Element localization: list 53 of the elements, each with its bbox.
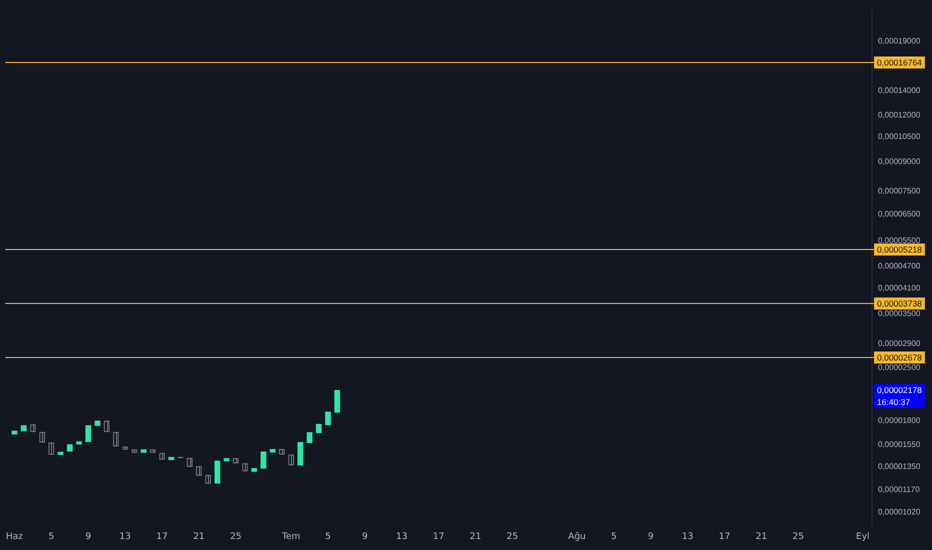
x-tick-label: 13 (119, 532, 131, 542)
x-tick-label: 25 (230, 532, 242, 542)
candlestick (260, 451, 266, 470)
x-tick-label: 5 (48, 532, 54, 542)
x-tick-label: Tem (280, 532, 300, 542)
y-tick-label: 0,00012000 (878, 110, 921, 120)
candlestick (85, 424, 92, 443)
candlestick (325, 411, 331, 426)
x-tick-label: 9 (648, 532, 654, 542)
x-tick-label: Eyl (856, 532, 870, 542)
y-tick-label: 0,00001800 (878, 416, 921, 425)
y-tick-label: 0,00004100 (878, 283, 921, 292)
y-tick-label: 0,00014000 (878, 86, 921, 95)
y-tick-label: 0,00002500 (878, 363, 921, 372)
x-tick-label: 13 (396, 532, 408, 542)
y-tick-label: 0,00001350 (878, 462, 921, 472)
x-tick-label: 5 (325, 532, 331, 542)
x-tick-label: 25 (506, 532, 518, 542)
x-tick-label: 21 (193, 532, 205, 542)
x-tick-label: 25 (792, 532, 804, 542)
text: 0,00002178 (877, 384, 922, 395)
candlestick (297, 442, 304, 466)
y-tick-label: 0,00007500 (878, 186, 921, 196)
ref-line-label: 0,00002678 (876, 352, 922, 362)
x-tick-label: 17 (718, 532, 730, 542)
x-tick-label: 13 (682, 532, 694, 542)
y-tick-label: 0,00002900 (878, 339, 921, 348)
x-tick-label: 9 (85, 532, 92, 542)
candlestick (334, 390, 340, 414)
candlestick (214, 460, 220, 484)
x-tick-label: Ağu (568, 530, 586, 542)
y-tick-label: 0,00019000 (878, 36, 921, 46)
ref-line-label: 0,00003738 (876, 298, 922, 308)
x-tick-label: 21 (470, 532, 482, 542)
x-tick-label: 17 (156, 532, 168, 542)
y-tick-label: 0,00001020 (878, 507, 921, 516)
x-tick-label: 9 (362, 532, 368, 542)
x-tick-label: Haz (6, 532, 24, 542)
y-tick-label: 0,00001170 (878, 485, 920, 494)
ref-line-label: 0,00016764 (876, 57, 922, 68)
y-tick-label: 0,00010500 (878, 132, 921, 142)
y-tick-label: 0,00005500 (878, 236, 921, 246)
y-tick-label: 0,00001550 (878, 440, 921, 449)
x-tick-label: 17 (432, 532, 444, 542)
x-tick-label: 21 (756, 532, 768, 542)
candlestick (306, 432, 312, 444)
x-tick-label: 5 (610, 532, 617, 542)
ref-line-label: 0,00005218 (876, 244, 922, 254)
text: 16:40:37 (877, 396, 910, 407)
y-tick-label: 0,00003500 (878, 308, 921, 318)
y-tick-label: 0,00004700 (878, 261, 921, 270)
y-tick-label: 0,00006500 (878, 209, 921, 218)
y-tick-label: 0,00009000 (878, 156, 921, 166)
